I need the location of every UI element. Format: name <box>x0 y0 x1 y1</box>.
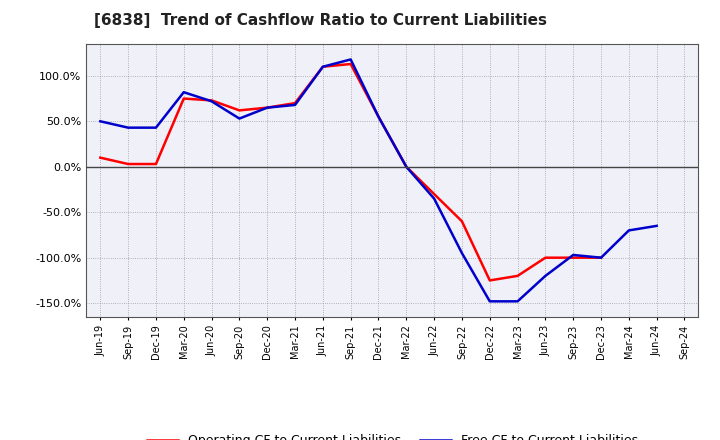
Free CF to Current Liabilities <box>569 252 577 257</box>
Operating CF to Current Liabilities <box>458 219 467 224</box>
Text: [6838]  Trend of Cashflow Ratio to Current Liabilities: [6838] Trend of Cashflow Ratio to Curren… <box>94 13 546 28</box>
Operating CF to Current Liabilities <box>318 64 327 70</box>
Operating CF to Current Liabilities <box>597 255 606 260</box>
Free CF to Current Liabilities <box>458 250 467 256</box>
Operating CF to Current Liabilities <box>346 61 355 66</box>
Free CF to Current Liabilities <box>652 223 661 228</box>
Operating CF to Current Liabilities <box>152 161 161 167</box>
Line: Free CF to Current Liabilities: Free CF to Current Liabilities <box>100 59 657 301</box>
Operating CF to Current Liabilities <box>263 105 271 110</box>
Free CF to Current Liabilities <box>624 228 633 233</box>
Free CF to Current Liabilities <box>124 125 132 130</box>
Free CF to Current Liabilities <box>263 105 271 110</box>
Free CF to Current Liabilities <box>235 116 243 121</box>
Free CF to Current Liabilities <box>346 57 355 62</box>
Operating CF to Current Liabilities <box>569 255 577 260</box>
Free CF to Current Liabilities <box>485 299 494 304</box>
Free CF to Current Liabilities <box>207 99 216 104</box>
Operating CF to Current Liabilities <box>124 161 132 167</box>
Free CF to Current Liabilities <box>179 90 188 95</box>
Line: Operating CF to Current Liabilities: Operating CF to Current Liabilities <box>100 64 601 280</box>
Free CF to Current Liabilities <box>96 119 104 124</box>
Free CF to Current Liabilities <box>152 125 161 130</box>
Operating CF to Current Liabilities <box>374 114 383 119</box>
Operating CF to Current Liabilities <box>235 108 243 113</box>
Free CF to Current Liabilities <box>430 196 438 201</box>
Operating CF to Current Liabilities <box>207 98 216 103</box>
Free CF to Current Liabilities <box>318 64 327 70</box>
Operating CF to Current Liabilities <box>485 278 494 283</box>
Operating CF to Current Liabilities <box>291 100 300 106</box>
Operating CF to Current Liabilities <box>513 273 522 279</box>
Operating CF to Current Liabilities <box>430 191 438 197</box>
Operating CF to Current Liabilities <box>402 164 410 169</box>
Operating CF to Current Liabilities <box>96 155 104 160</box>
Free CF to Current Liabilities <box>513 299 522 304</box>
Operating CF to Current Liabilities <box>541 255 550 260</box>
Legend: Operating CF to Current Liabilities, Free CF to Current Liabilities: Operating CF to Current Liabilities, Fre… <box>142 429 643 440</box>
Free CF to Current Liabilities <box>597 255 606 260</box>
Free CF to Current Liabilities <box>541 273 550 279</box>
Free CF to Current Liabilities <box>374 114 383 119</box>
Free CF to Current Liabilities <box>402 164 410 169</box>
Free CF to Current Liabilities <box>291 102 300 107</box>
Operating CF to Current Liabilities <box>179 96 188 101</box>
